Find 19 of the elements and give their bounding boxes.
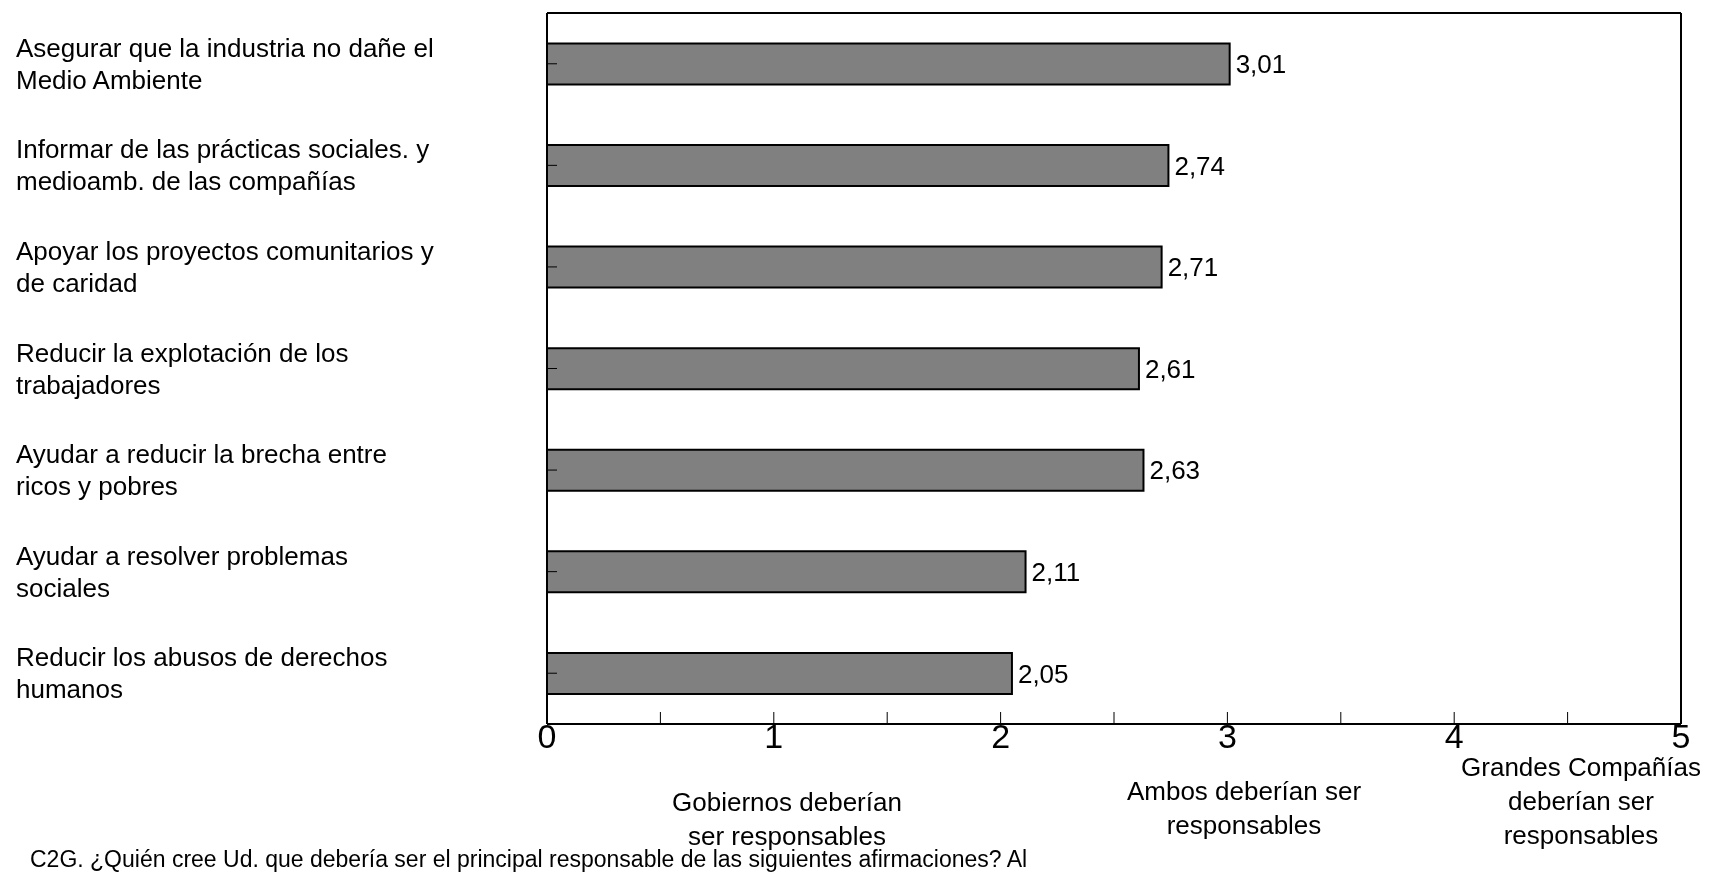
y-tick-label: Ayudar a reducir la brecha entre ricos y pobres bbox=[16, 439, 387, 502]
data-label: 3,01 bbox=[1235, 49, 1287, 80]
y-tick-label: Reducir los abusos de derechos humanos bbox=[16, 642, 388, 705]
x-tick-label: 0 bbox=[537, 717, 557, 755]
y-tick-label: Ayudar a resolver problemas sociales bbox=[16, 540, 348, 603]
text: Ambos deberían ser responsables bbox=[1125, 775, 1363, 842]
data-label: 2,05 bbox=[1017, 658, 1069, 689]
data-label: 2,11 bbox=[1031, 557, 1081, 588]
data-label: 2,74 bbox=[1174, 150, 1226, 181]
y-tick-label: Asegurar que la industria no dañe el Medio Ambiente bbox=[16, 32, 434, 95]
y-tick-label: Informar de las prácticas sociales. y medioamb. de las compañías bbox=[16, 134, 430, 197]
y-tick-label: Reducir la explotación de los trabajadores bbox=[16, 337, 349, 400]
data-label: 2,71 bbox=[1167, 252, 1219, 283]
x-tick-label: 3 bbox=[1217, 717, 1237, 755]
data-label: 2,61 bbox=[1144, 353, 1196, 384]
x-tick-label: 1 bbox=[764, 717, 784, 755]
x-tick-label: 2 bbox=[991, 717, 1011, 755]
data-label: 2,63 bbox=[1149, 455, 1201, 486]
y-tick-label: Apoyar los proyectos comunitarios y de caridad bbox=[16, 235, 434, 298]
